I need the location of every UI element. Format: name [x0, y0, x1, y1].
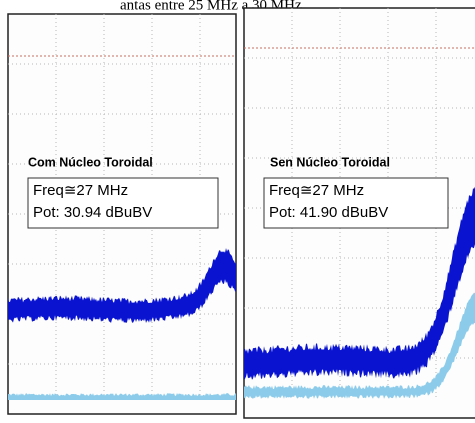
freq-label: Freq≅27 MHz: [33, 182, 128, 199]
spectrum-trace: [244, 186, 475, 380]
pot-label: Pot: 30.94 dBuBV: [33, 204, 152, 221]
spectrum-trace: [244, 292, 475, 399]
spectrum-trace: [8, 393, 236, 400]
info-box: [27, 177, 219, 229]
info-box: [263, 177, 449, 229]
freq-label: Freq≅27 MHz: [269, 182, 364, 199]
panel-title: Sen Núcleo Toroidal: [270, 155, 390, 169]
pot-label: Pot: 41.90 dBuBV: [269, 204, 388, 221]
spectrum-trace: [8, 248, 236, 323]
panel-title: Com Núcleo Toroidal: [28, 155, 153, 169]
